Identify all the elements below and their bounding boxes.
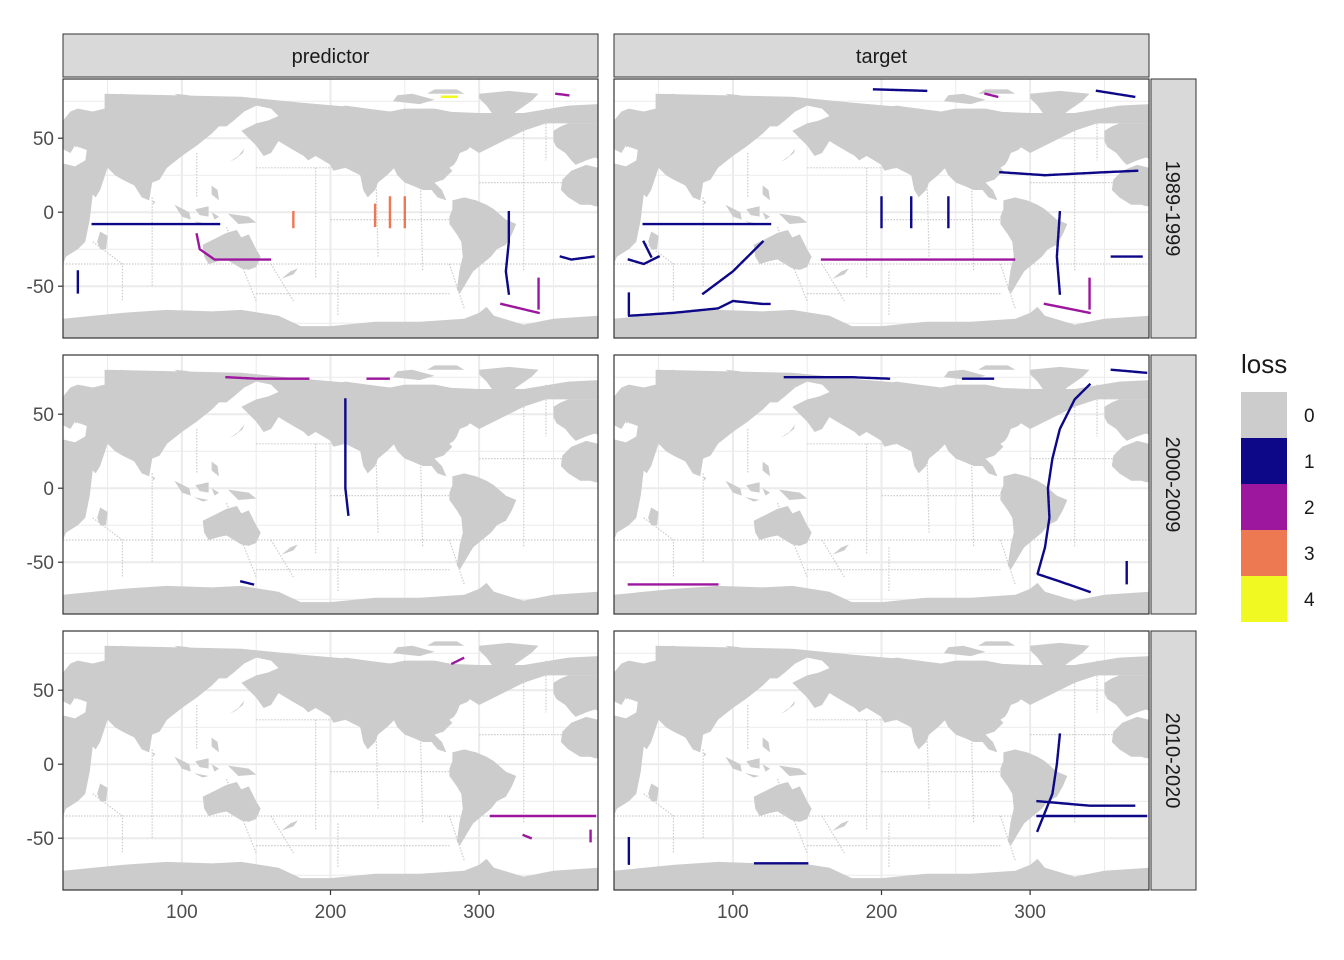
loss-segment-2 — [195, 232, 273, 261]
observation-track — [270, 815, 294, 854]
strip-col-predictor: predictor — [62, 33, 599, 78]
y-tick-label: 50 — [33, 129, 54, 150]
legend-key-3 — [1241, 530, 1287, 576]
legend-title: loss — [1241, 349, 1287, 379]
loss-segment-2 — [225, 375, 310, 380]
y-tick-label: -50 — [27, 829, 54, 850]
x-tick-label: 100 — [166, 902, 198, 923]
observation-track — [643, 517, 675, 577]
axes-layer: 50 0 -50 50 0 -50 50 0 -50 100 200 300 100 200 300 — [27, 129, 1046, 923]
loss-segment-2 — [450, 656, 466, 666]
legend-key-4 — [1241, 576, 1287, 622]
x-tick-label: 200 — [315, 902, 347, 923]
panel-border — [62, 354, 599, 615]
observation-track — [270, 539, 294, 578]
legend-label-4: 4 — [1304, 590, 1315, 611]
observation-track — [448, 815, 465, 861]
panel-border — [613, 354, 1150, 615]
loss-segment-1 — [1036, 382, 1092, 594]
observation-track — [821, 263, 845, 302]
loss-segment-1 — [504, 210, 511, 295]
strip-label-row-3: 2010-2020 — [1161, 713, 1183, 809]
panel-plot-area — [63, 355, 598, 614]
panel-predictor-2010-2020 — [62, 630, 599, 891]
panel-border — [62, 78, 599, 339]
legend-key-2 — [1241, 484, 1287, 530]
loss-segment-2 — [555, 92, 570, 97]
panel-target-1989-1999 — [613, 78, 1150, 339]
panel-predictor-1989-1999 — [62, 78, 599, 339]
y-tick-label: 50 — [33, 405, 54, 426]
loss-segment-1 — [1055, 210, 1062, 295]
observation-track — [999, 815, 1016, 861]
strip-row-2: 2000-2009 — [1150, 354, 1197, 615]
y-tick-label: 50 — [33, 681, 54, 702]
legend-label-3: 3 — [1304, 544, 1315, 565]
panel-plot-area — [614, 79, 1149, 338]
strip-label-target: target — [856, 46, 908, 68]
observation-track — [448, 539, 465, 585]
panels-layer — [62, 78, 1150, 891]
panel-plot-area — [63, 631, 598, 890]
observation-track — [448, 263, 465, 309]
panel-plot-area — [63, 79, 598, 338]
observation-track — [999, 539, 1016, 585]
loss-segment-1 — [999, 169, 1139, 177]
loss-segment-2 — [499, 302, 541, 315]
legend-keys: 0 1 2 3 4 — [1241, 392, 1315, 622]
x-tick-label: 300 — [463, 902, 495, 923]
panel-border — [613, 78, 1150, 339]
strip-label-row-2: 2000-2009 — [1161, 437, 1183, 533]
y-tick-label: -50 — [27, 277, 54, 298]
observation-track — [92, 793, 124, 853]
loss-segment-2 — [522, 833, 533, 840]
strip-label-row-1: 1989-1999 — [1161, 161, 1183, 257]
x-tick-label: 300 — [1014, 902, 1046, 923]
legend-label-0: 0 — [1304, 406, 1315, 427]
loss-segment-1 — [872, 88, 928, 93]
panel-target-2010-2020 — [613, 630, 1150, 891]
observation-track — [643, 793, 675, 853]
loss-segment-1 — [559, 255, 595, 261]
y-tick-label: 0 — [43, 755, 54, 776]
loss-segment-1 — [344, 398, 350, 517]
observation-track — [821, 539, 845, 578]
panel-predictor-2000-2009 — [62, 354, 599, 615]
strip-row-1: 1989-1999 — [1150, 78, 1197, 339]
strip-label-predictor: predictor — [292, 46, 370, 68]
loss-segment-1 — [1095, 89, 1136, 99]
y-tick-label: 0 — [43, 479, 54, 500]
panel-target-2000-2009 — [613, 354, 1150, 615]
loss-segment-2 — [984, 92, 999, 99]
strip-row-3: 2010-2020 — [1150, 630, 1197, 891]
x-tick-label: 100 — [717, 902, 749, 923]
x-tick-label: 200 — [866, 902, 898, 923]
y-tick-label: -50 — [27, 553, 54, 574]
y-tick-label: 0 — [43, 203, 54, 224]
legend-label-1: 1 — [1304, 452, 1315, 473]
observation-track — [92, 517, 124, 577]
loss-segment-1 — [783, 376, 891, 380]
loss-segment-1 — [239, 579, 255, 586]
observation-track — [821, 815, 845, 854]
legend-key-0 — [1241, 392, 1287, 438]
observation-track — [270, 263, 294, 302]
loss-segment-2 — [1043, 302, 1091, 315]
loss-segment-1 — [642, 240, 653, 259]
observation-track — [999, 263, 1016, 309]
loss-segment-1 — [701, 240, 765, 296]
loss-segment-1 — [1035, 733, 1062, 833]
legend: loss 0 1 2 3 4 — [1241, 349, 1315, 622]
loss-segment-1 — [1110, 368, 1148, 375]
panel-plot-area — [614, 631, 1149, 890]
panel-plot-area — [614, 355, 1149, 614]
loss-segment-1 — [627, 292, 772, 318]
legend-label-2: 2 — [1304, 498, 1315, 519]
strip-col-target: target — [613, 33, 1150, 78]
loss-segment-1 — [627, 254, 661, 266]
legend-key-1 — [1241, 438, 1287, 484]
loss-segment-1 — [1036, 799, 1136, 807]
